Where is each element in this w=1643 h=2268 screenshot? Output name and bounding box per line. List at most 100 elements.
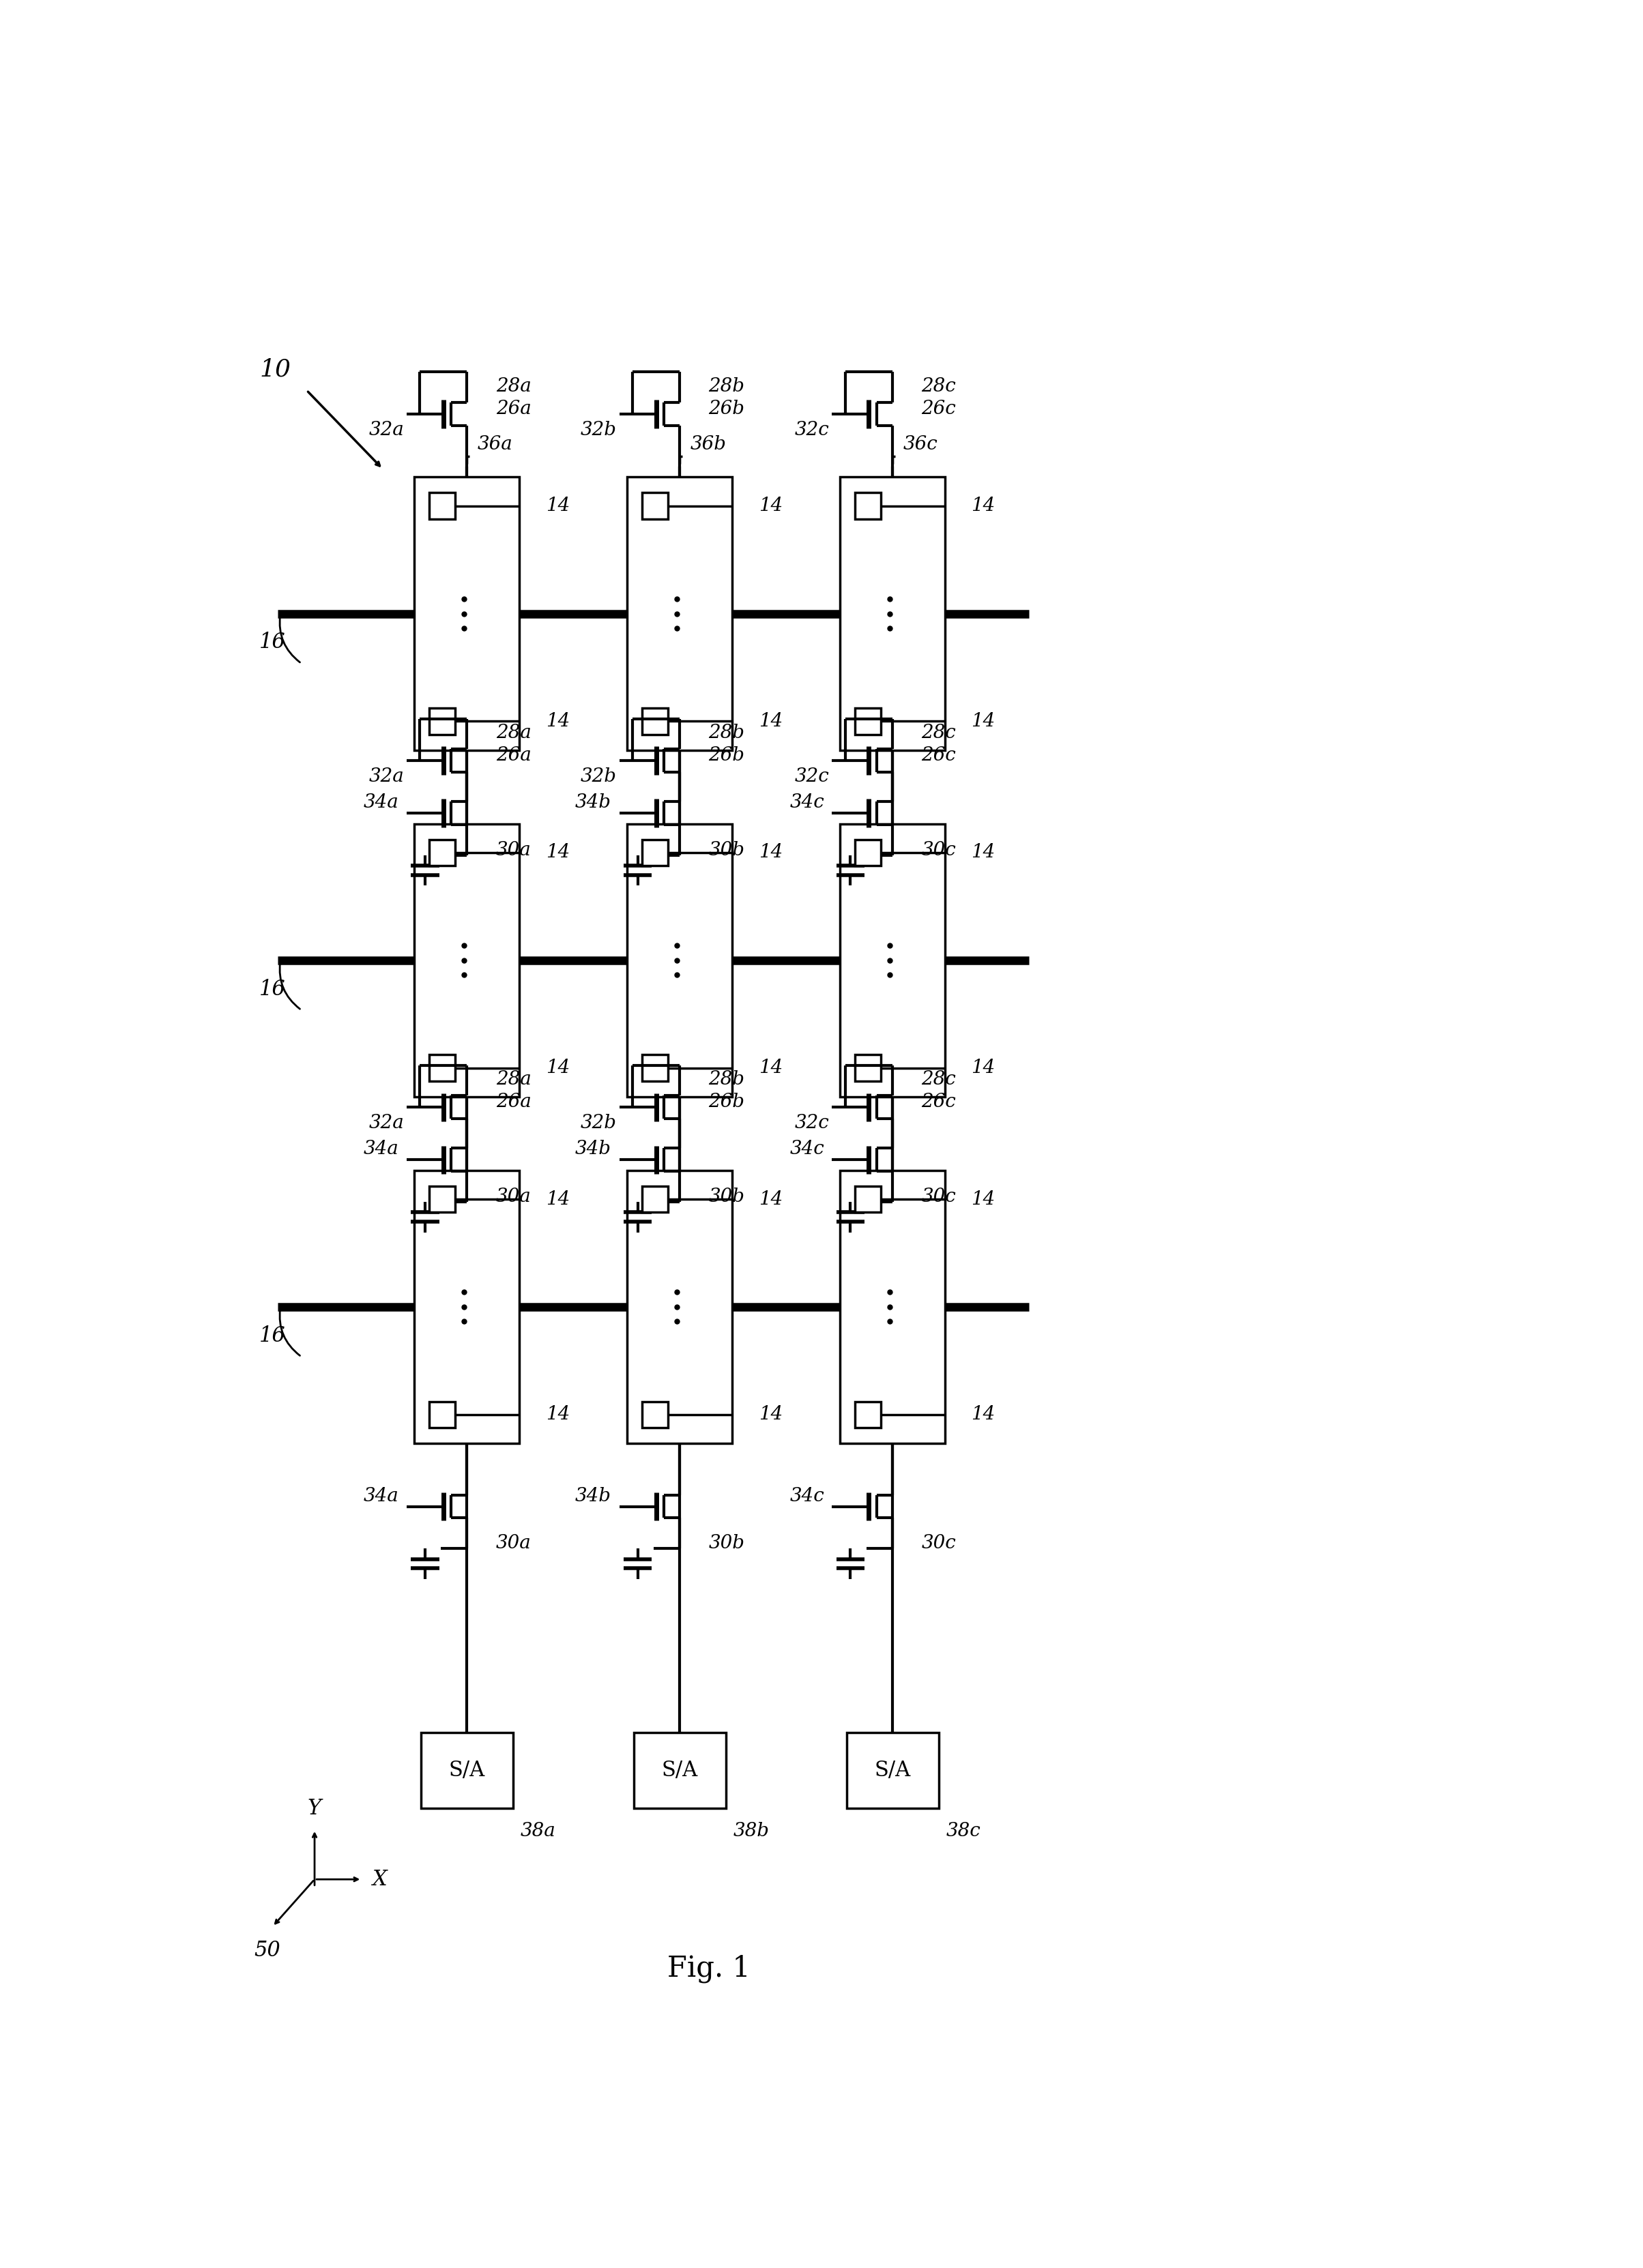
Text: 28b: 28b [708,723,744,742]
Text: 28a: 28a [496,376,531,395]
Bar [854,1402,881,1427]
Text: X: X [373,1869,388,1889]
Text: 26c: 26c [922,746,956,764]
Bar [634,1733,726,1808]
Text: 34c: 34c [790,1141,825,1159]
Bar [854,839,881,866]
Text: 14: 14 [545,1059,570,1077]
Bar [414,1170,519,1442]
Text: 32c: 32c [795,420,830,440]
Bar [854,708,881,735]
Text: 34c: 34c [790,794,825,812]
Text: 50: 50 [255,1939,281,1962]
Bar [628,1170,733,1442]
Bar [429,839,455,866]
Text: 28c: 28c [922,376,956,395]
Text: 14: 14 [971,844,996,862]
Bar [429,1402,455,1427]
Text: 26b: 26b [708,399,744,417]
Text: 26c: 26c [922,399,956,417]
Text: 14: 14 [971,1406,996,1424]
Text: 14: 14 [971,1191,996,1209]
Text: 26c: 26c [922,1093,956,1111]
Text: 32a: 32a [368,1114,404,1132]
Text: 30c: 30c [922,1533,956,1551]
Text: 14: 14 [545,844,570,862]
Text: 32a: 32a [368,420,404,440]
Text: 30b: 30b [708,1533,744,1551]
Text: 16: 16 [260,1325,286,1347]
Text: 28b: 28b [708,1070,744,1089]
Text: 14: 14 [545,1191,570,1209]
Text: 26b: 26b [708,1093,744,1111]
Text: 32a: 32a [368,767,404,785]
Bar [846,1733,938,1808]
Text: 30c: 30c [922,841,956,860]
Text: 28c: 28c [922,1070,956,1089]
Bar [429,492,455,519]
Text: 14: 14 [759,1059,782,1077]
Text: 14: 14 [971,1059,996,1077]
Text: 14: 14 [545,497,570,515]
Text: 30a: 30a [496,841,531,860]
Text: 36a: 36a [478,435,513,454]
Text: 34b: 34b [575,1141,611,1159]
Bar [642,1186,669,1213]
Bar [642,1402,669,1427]
Text: 30c: 30c [922,1188,956,1207]
Bar [642,1055,669,1082]
Text: 14: 14 [971,712,996,730]
Text: 28a: 28a [496,1070,531,1089]
Text: 28a: 28a [496,723,531,742]
Text: 32b: 32b [580,1114,616,1132]
Text: 34c: 34c [790,1488,825,1506]
Text: 30b: 30b [708,1188,744,1207]
Text: 14: 14 [971,497,996,515]
Text: 30a: 30a [496,1188,531,1207]
Text: 26b: 26b [708,746,744,764]
Text: 32c: 32c [795,767,830,785]
Text: 34b: 34b [575,794,611,812]
Bar [628,823,733,1098]
Text: 34a: 34a [363,794,399,812]
Text: 14: 14 [759,497,782,515]
Bar [854,1186,881,1213]
Text: 30a: 30a [496,1533,531,1551]
Text: 14: 14 [759,1406,782,1424]
Text: S/A: S/A [874,1760,910,1780]
Text: 38c: 38c [946,1821,981,1839]
Text: S/A: S/A [662,1760,698,1780]
Bar [840,476,945,751]
Text: 14: 14 [759,844,782,862]
Bar [854,492,881,519]
Text: 14: 14 [545,712,570,730]
Text: 32b: 32b [580,767,616,785]
Text: 34a: 34a [363,1488,399,1506]
Text: 36c: 36c [904,435,938,454]
Text: 32b: 32b [580,420,616,440]
Text: 34b: 34b [575,1488,611,1506]
Text: 38a: 38a [521,1821,555,1839]
Text: 26a: 26a [496,399,531,417]
Bar [642,492,669,519]
Text: 14: 14 [759,712,782,730]
Bar [840,1170,945,1442]
Text: 14: 14 [545,1406,570,1424]
Text: S/A: S/A [449,1760,485,1780]
Text: 26a: 26a [496,1093,531,1111]
Text: 26a: 26a [496,746,531,764]
Text: 30b: 30b [708,841,744,860]
Text: 28c: 28c [922,723,956,742]
Bar [854,1055,881,1082]
Text: 14: 14 [759,1191,782,1209]
Bar [429,1055,455,1082]
Text: Fig. 1: Fig. 1 [667,1955,751,1982]
Bar [429,1186,455,1213]
Text: Y: Y [307,1799,322,1819]
Bar [642,708,669,735]
Text: 16: 16 [260,978,286,1000]
Bar [414,823,519,1098]
Bar [642,839,669,866]
Text: 36b: 36b [690,435,726,454]
Text: 32c: 32c [795,1114,830,1132]
